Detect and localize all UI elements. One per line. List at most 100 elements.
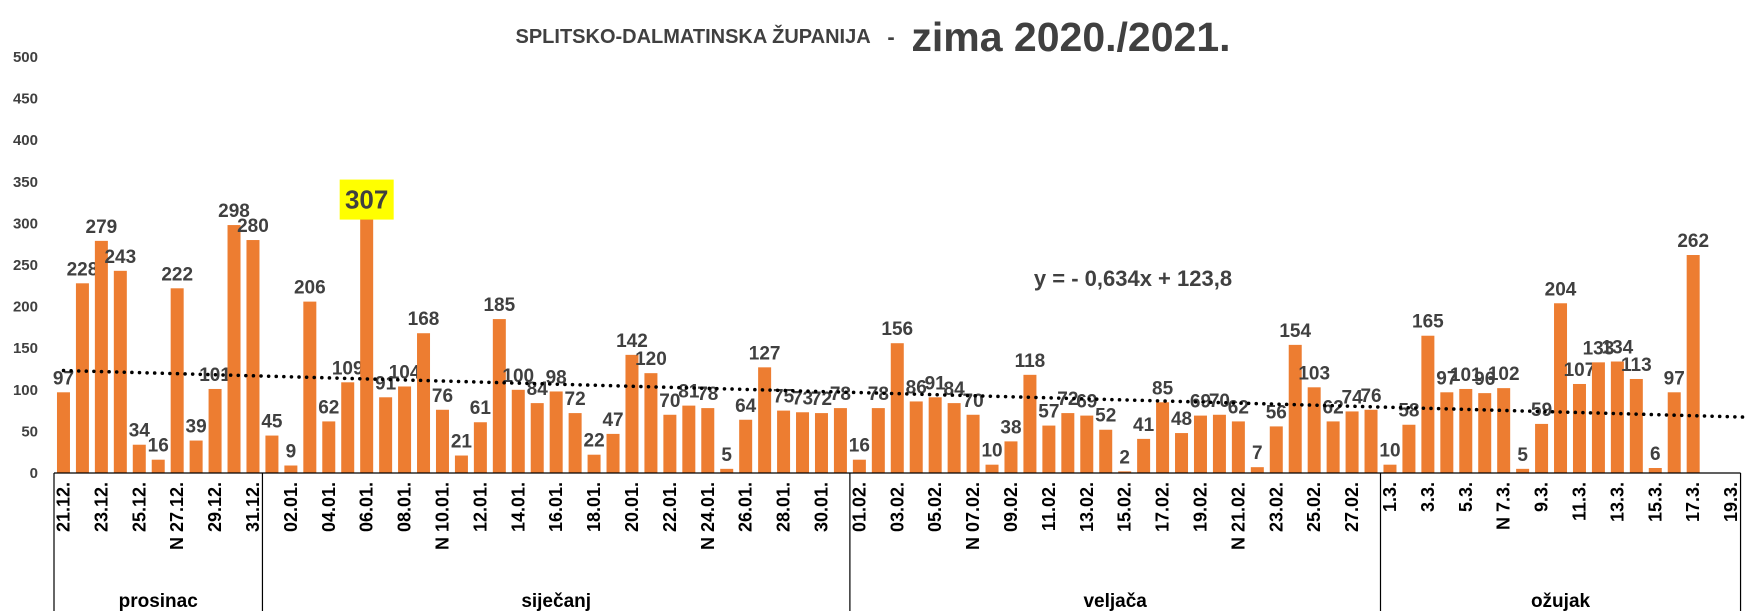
data-label: 69 (1076, 392, 1097, 413)
bar (303, 301, 317, 473)
data-label: 204 (1545, 279, 1577, 300)
bar (985, 464, 999, 473)
data-label: 41 (1133, 415, 1155, 436)
bar (1042, 425, 1056, 473)
data-label: 62 (1323, 397, 1344, 418)
bar (1326, 421, 1340, 473)
data-label: 34 (129, 421, 151, 442)
x-tick-label: 17.3. (1683, 482, 1703, 522)
bar (644, 373, 658, 473)
data-label: 185 (483, 295, 515, 316)
chart-title-separator: - (887, 24, 895, 50)
bar (701, 408, 715, 473)
x-tick-label: 27.02. (1342, 482, 1362, 532)
data-label: 97 (53, 368, 74, 389)
bar (1516, 468, 1530, 473)
bar (1269, 426, 1283, 473)
data-label: 156 (881, 319, 913, 340)
data-label: 16 (148, 436, 169, 457)
x-tick-label: 03.02. (887, 482, 907, 532)
bar (606, 433, 620, 473)
bar (492, 319, 506, 473)
bar (1212, 414, 1226, 473)
data-label: 74 (1342, 387, 1364, 408)
chart-title-season: zima 2020./2021. (911, 14, 1231, 60)
x-tick-label: 14.01. (508, 482, 528, 532)
bar (246, 240, 260, 473)
x-tick-label: 30.01. (811, 482, 831, 532)
data-label: 279 (86, 217, 118, 238)
bar (360, 217, 374, 473)
data-label: 97 (1664, 368, 1685, 389)
data-label: 52 (1095, 406, 1116, 427)
x-tick-label: 25.02. (1304, 482, 1324, 532)
x-tick-label: 13.3. (1607, 482, 1627, 522)
x-tick-label: 19.3. (1721, 482, 1741, 522)
bar (1591, 362, 1605, 473)
bar (132, 444, 146, 473)
y-tick-label: 50 (21, 423, 38, 440)
data-label: 56 (1266, 402, 1287, 423)
bar (1288, 344, 1302, 473)
highlight-box (339, 179, 394, 220)
data-label: 127 (749, 343, 781, 364)
bar (227, 225, 241, 473)
x-tick-label: 26.01. (736, 482, 756, 532)
data-label: 76 (1360, 386, 1381, 407)
data-label: 222 (161, 264, 193, 285)
data-label: 206 (294, 278, 326, 299)
x-tick-label: 09.02. (1001, 482, 1021, 532)
y-tick-label: 150 (13, 340, 38, 357)
x-tick-label: 01.02. (849, 482, 869, 532)
bar (1345, 411, 1359, 473)
x-tick-label: 08.01. (395, 482, 415, 532)
x-tick-label: 31.12. (243, 482, 263, 532)
chart-title-region: SPLITSKO-DALMATINSKA ŽUPANIJA (515, 26, 871, 48)
data-label: 154 (1279, 321, 1311, 342)
bar (435, 409, 449, 473)
bar (928, 397, 942, 473)
data-label-max: 307 (345, 185, 388, 215)
data-label: 70 (659, 391, 680, 412)
data-label: 22 (584, 431, 605, 452)
bar (75, 283, 89, 473)
bar (814, 413, 828, 473)
data-label: 97 (1436, 368, 1457, 389)
data-label: 58 (1398, 401, 1419, 422)
bar (151, 459, 165, 473)
bar (1667, 392, 1681, 473)
bar (1648, 468, 1662, 473)
x-tick-label: 25.12. (129, 482, 149, 532)
data-label: 10 (981, 441, 1002, 462)
bar (189, 440, 203, 473)
bar (1629, 378, 1643, 473)
data-label: 134 (1602, 338, 1634, 359)
bar (1156, 402, 1170, 473)
bar (625, 354, 639, 473)
bar (113, 270, 127, 473)
bar (833, 408, 847, 473)
bar (56, 392, 70, 473)
bar (1193, 415, 1207, 473)
data-label: 21 (451, 432, 473, 453)
bar (1061, 413, 1075, 473)
x-tick-label: 15.02. (1115, 482, 1135, 532)
bar (1402, 424, 1416, 473)
x-tick-label: 23.02. (1266, 482, 1286, 532)
data-label: 72 (811, 389, 832, 410)
bar (682, 405, 696, 473)
x-tick-label: 16.01. (546, 482, 566, 532)
month-label: veljača (1083, 591, 1147, 611)
x-tick-label: 21.12. (53, 482, 73, 532)
y-tick-label: 400 (13, 132, 38, 149)
data-label: 72 (1057, 389, 1078, 410)
x-tick-label: 11.02. (1039, 482, 1059, 531)
bar (1459, 388, 1473, 473)
x-tick-label: 02.01. (281, 482, 301, 532)
bar (663, 414, 677, 473)
data-label: 2 (1119, 447, 1130, 468)
data-label: 228 (67, 259, 99, 280)
x-tick-label: 05.02. (925, 482, 945, 532)
bar (1554, 303, 1568, 473)
